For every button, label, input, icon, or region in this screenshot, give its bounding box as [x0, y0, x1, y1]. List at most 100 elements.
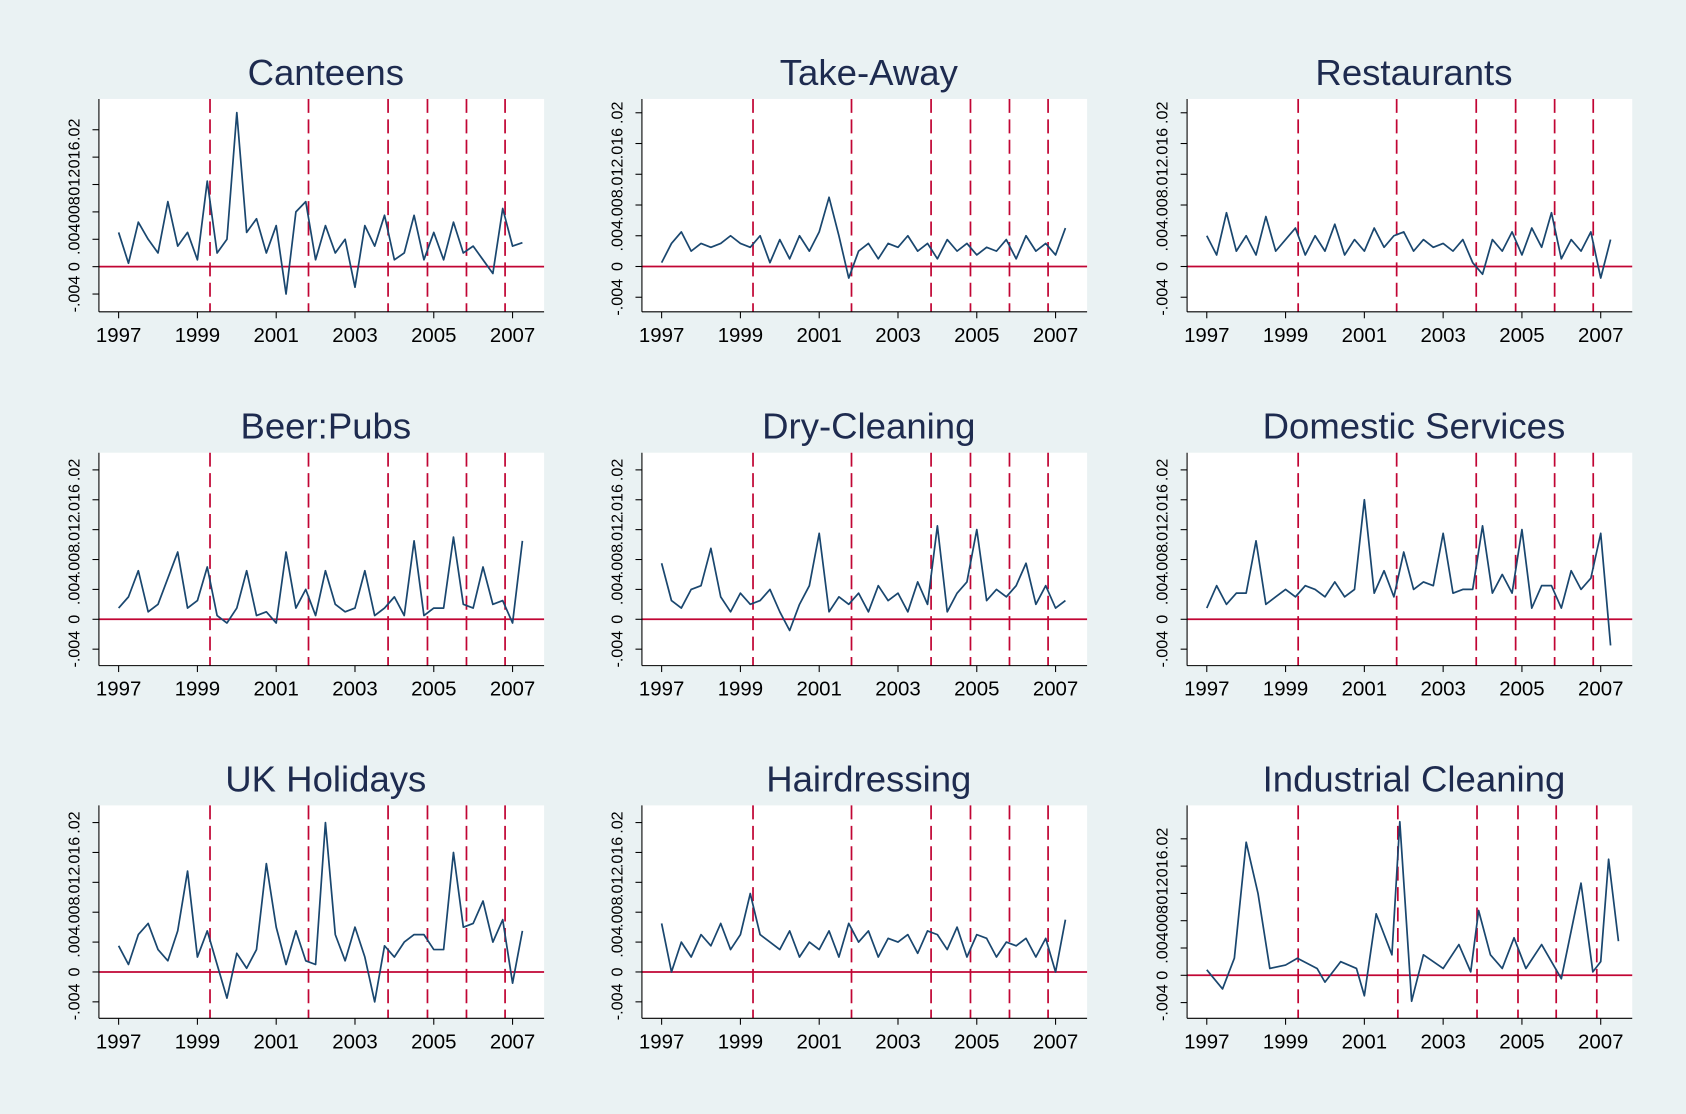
x-tick-label: 2003 — [1420, 325, 1465, 347]
plot-area — [98, 452, 545, 666]
series-line — [117, 111, 523, 295]
y-tick-label: .004 — [1154, 574, 1172, 605]
y-tick-label: .016 — [609, 837, 627, 868]
y-tick-label: .004 — [66, 926, 84, 957]
y-tick-label: .02 — [66, 811, 84, 833]
plot-area — [641, 452, 1088, 666]
x-tick-label: 2005 — [411, 679, 456, 701]
y-tick-label: .012 — [609, 514, 627, 545]
panel-title: Beer:Pubs — [240, 406, 411, 447]
x-tick-label: 1999 — [1263, 679, 1308, 701]
series-line — [660, 196, 1067, 279]
y-tick-label: -.004 — [609, 631, 627, 668]
x-tick-label: 2007 — [490, 325, 535, 347]
x-tick-label: 1997 — [1184, 325, 1229, 347]
y-tick-label: .008 — [609, 896, 627, 927]
x-tick-label: 2001 — [1342, 325, 1387, 347]
y-tick-label: .02 — [1154, 102, 1172, 124]
y-tick-label: .012 — [609, 867, 627, 898]
panel-title: Industrial Cleaning — [1263, 758, 1566, 799]
plot-area — [1187, 452, 1633, 666]
y-tick-label: .016 — [66, 484, 84, 515]
panel-title: Dry-Cleaning — [762, 406, 975, 447]
x-tick-label: 2007 — [1578, 1031, 1623, 1053]
x-tick-label: 1997 — [1184, 1031, 1229, 1053]
x-tick-label: 1999 — [718, 1031, 763, 1053]
y-tick-label: .012 — [1154, 878, 1172, 909]
series-line — [117, 536, 524, 624]
y-tick-label: -.004 — [66, 276, 84, 313]
x-tick-label: 2003 — [1420, 679, 1465, 701]
y-tick-label: .02 — [609, 811, 627, 833]
series-line — [660, 892, 1067, 973]
y-tick-label: 0 — [609, 615, 627, 624]
x-tick-label: 2007 — [490, 1031, 535, 1053]
y-tick-label: .008 — [609, 544, 627, 575]
x-tick-label: 1999 — [718, 679, 763, 701]
y-tick-label: .008 — [1154, 189, 1172, 220]
y-tick-label: 0 — [66, 967, 84, 976]
x-tick-label: 2005 — [411, 325, 456, 347]
series-line — [1206, 211, 1612, 279]
y-tick-label: .012 — [609, 159, 627, 190]
y-tick-label: .012 — [1154, 514, 1172, 545]
x-tick-label: 1999 — [1263, 325, 1308, 347]
panel-title: Hairdressing — [766, 758, 971, 799]
y-tick-label: .004 — [66, 574, 84, 605]
y-tick-label: .02 — [1154, 828, 1172, 850]
x-tick-label: 2007 — [1578, 325, 1623, 347]
x-tick-label: 2001 — [796, 679, 841, 701]
y-tick-label: .004 — [609, 926, 627, 957]
y-tick-label: -.004 — [1154, 279, 1172, 316]
x-tick-label: 1997 — [96, 679, 141, 701]
x-tick-label: 2003 — [875, 679, 920, 701]
y-tick-label: 0 — [66, 262, 84, 271]
x-tick-label: 2001 — [1342, 1031, 1387, 1053]
y-tick-label: .004 — [609, 574, 627, 605]
y-tick-label: .016 — [1154, 128, 1172, 159]
y-tick-label: .02 — [609, 459, 627, 481]
x-tick-label: 2007 — [1033, 1031, 1078, 1053]
x-tick-label: 2007 — [1033, 679, 1078, 701]
x-tick-label: 2001 — [253, 325, 298, 347]
x-tick-label: 2003 — [332, 1031, 377, 1053]
y-tick-label: .016 — [609, 484, 627, 515]
plot-area — [641, 98, 1088, 312]
y-tick-label: 0 — [66, 615, 84, 624]
x-tick-label: 1997 — [639, 679, 684, 701]
x-tick-label: 1999 — [175, 679, 220, 701]
series-line — [1205, 498, 1612, 646]
plot-area — [98, 805, 545, 1019]
y-tick-label: .004 — [609, 220, 627, 251]
x-tick-label: 2007 — [1033, 325, 1078, 347]
x-tick-label: 2007 — [1578, 679, 1623, 701]
y-tick-label: 0 — [1154, 262, 1172, 271]
x-tick-label: 1999 — [718, 325, 763, 347]
panel-title: Restaurants — [1315, 52, 1512, 93]
series-line — [660, 525, 1066, 632]
x-tick-label: 1999 — [175, 1031, 220, 1053]
y-tick-label: .012 — [66, 867, 84, 898]
x-tick-label: 2003 — [875, 325, 920, 347]
x-tick-label: 1999 — [175, 325, 220, 347]
y-tick-label: -.004 — [609, 279, 627, 316]
y-tick-label: -.004 — [1154, 631, 1172, 668]
y-tick-label: -.004 — [66, 983, 84, 1020]
x-tick-label: 1997 — [1184, 679, 1229, 701]
y-tick-label: .016 — [1154, 850, 1172, 881]
y-tick-label: .016 — [66, 837, 84, 868]
panel-title: UK Holidays — [225, 758, 426, 799]
y-tick-label: -.004 — [66, 631, 84, 668]
x-tick-label: 2003 — [875, 1031, 920, 1053]
x-tick-label: 2005 — [954, 325, 999, 347]
plot-area — [98, 98, 545, 312]
x-tick-label: 1997 — [96, 325, 141, 347]
x-tick-label: 2001 — [253, 679, 298, 701]
y-tick-label: 0 — [1154, 971, 1172, 980]
plot-area — [641, 805, 1088, 1019]
y-tick-label: .012 — [66, 514, 84, 545]
x-tick-label: 2001 — [796, 1031, 841, 1053]
y-tick-label: .02 — [66, 459, 84, 481]
y-tick-label: .008 — [66, 544, 84, 575]
